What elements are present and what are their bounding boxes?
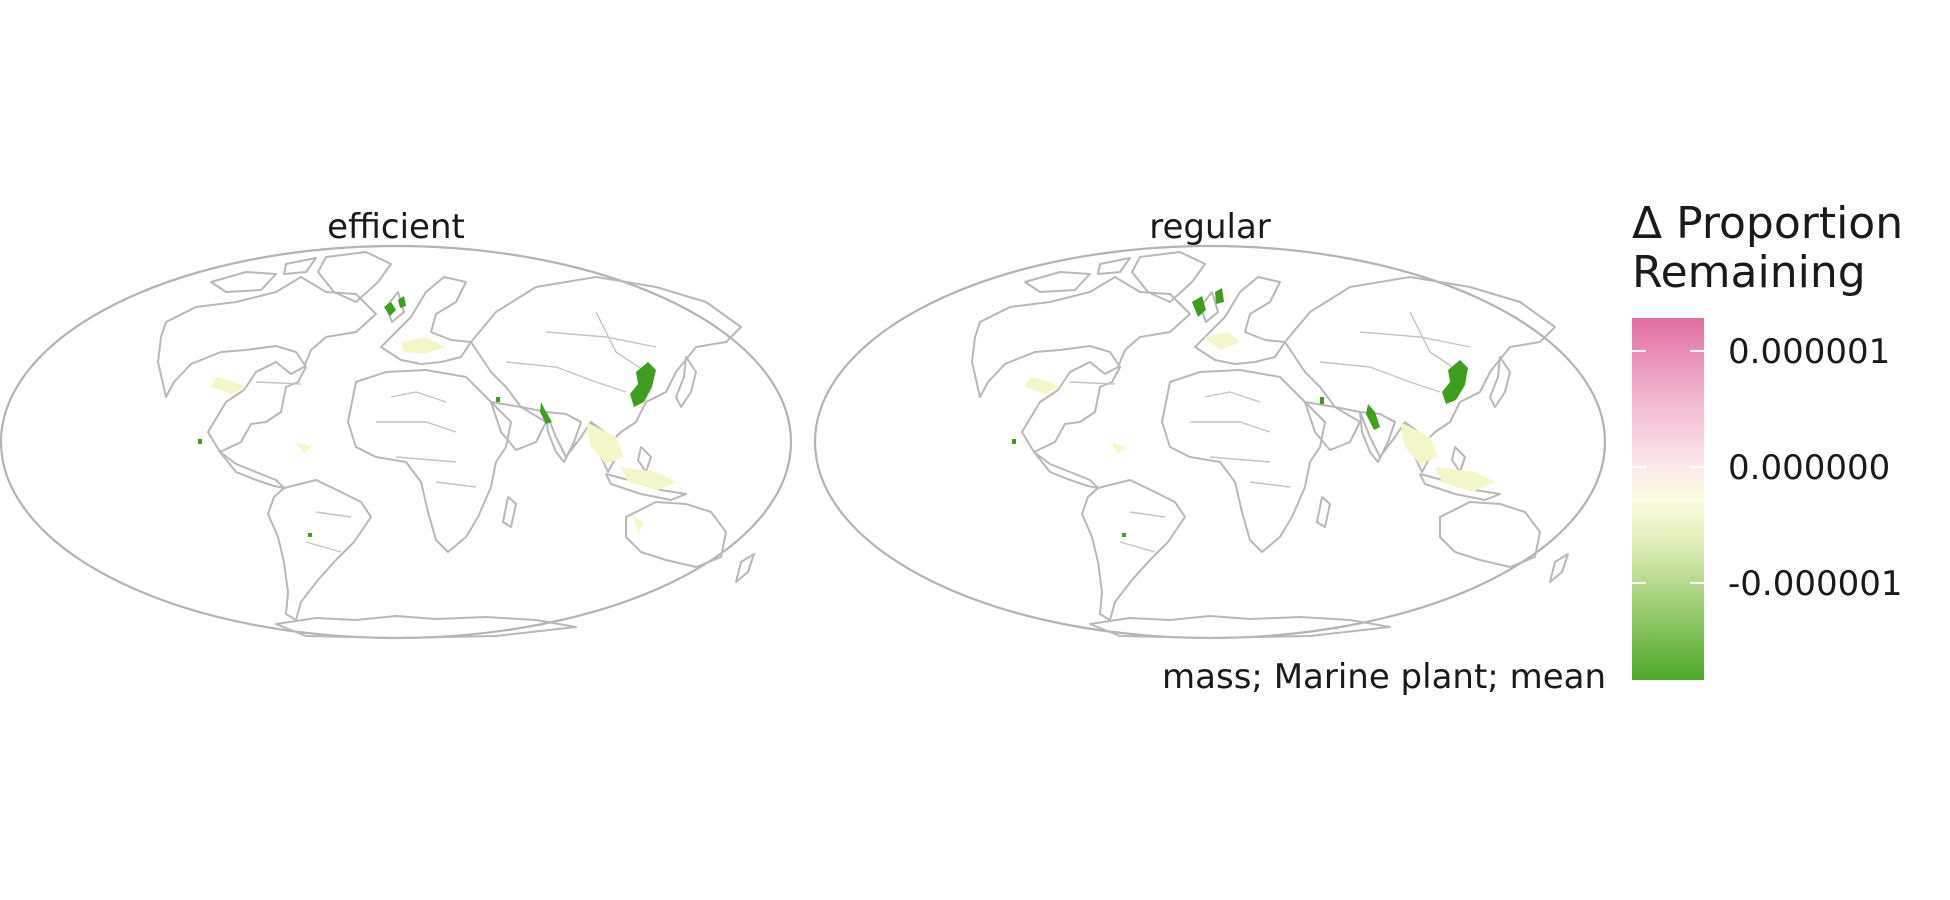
map-panel-efficient: efficient — [0, 207, 792, 640]
panel-title-regular: regular — [1149, 207, 1271, 247]
panel-title-efficient: efficient — [327, 207, 465, 247]
globe-outline — [0, 244, 792, 640]
legend-tick-marks — [1632, 350, 1704, 584]
globe-outline — [813, 244, 1607, 640]
figure-caption: mass; Marine plant; mean — [1162, 657, 1606, 697]
legend: Δ Proportion Remaining 0.000001 0.000000… — [1632, 198, 1903, 680]
change-overlay — [198, 296, 676, 537]
legend-tick-label: 0.000000 — [1728, 448, 1890, 488]
legend-tick-label: -0.000001 — [1728, 564, 1903, 604]
legend-colorbar — [1632, 318, 1704, 680]
map-panel-regular: regular — [813, 207, 1607, 640]
legend-title-line1: Δ Proportion — [1632, 198, 1903, 249]
change-overlay — [1012, 288, 1495, 537]
legend-tick-label: 0.000001 — [1728, 332, 1890, 372]
legend-title-line2: Remaining — [1632, 247, 1866, 298]
